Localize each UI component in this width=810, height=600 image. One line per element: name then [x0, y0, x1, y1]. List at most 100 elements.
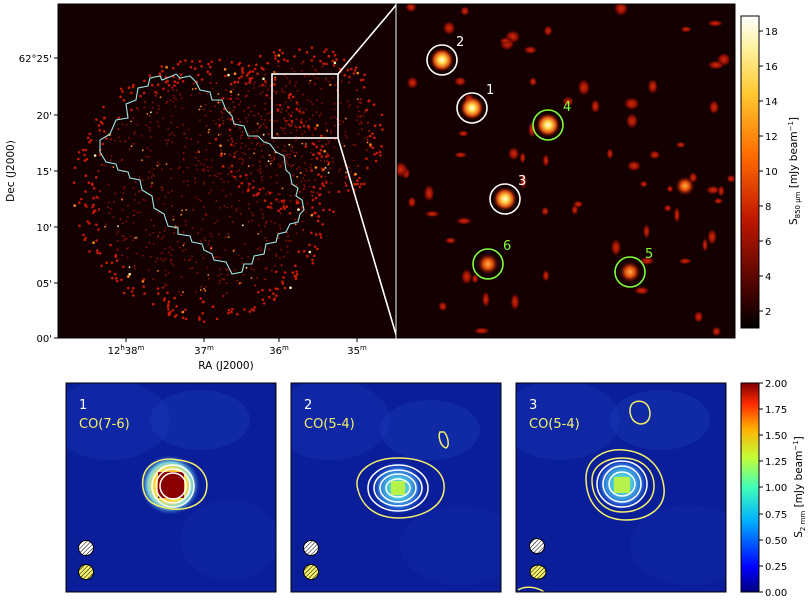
map-noise-speck: [277, 237, 280, 240]
map-noise-speck: [298, 110, 301, 113]
map-noise-speck: [202, 108, 205, 111]
map-noise-speck: [263, 80, 267, 83]
map-noise-speck: [294, 277, 298, 281]
map-noise-speck: [272, 51, 276, 54]
map-noise-speck: [99, 120, 103, 124]
map-noise-speck: [135, 252, 138, 255]
map-noise-speck: [164, 269, 167, 272]
map-noise-speck: [146, 147, 149, 150]
map-noise-speck: [250, 110, 253, 113]
map-noise-speck: [340, 80, 343, 82]
map-noise-speck: [114, 192, 117, 195]
map-noise-speck: [151, 302, 155, 306]
colorbar-tick-label: 16: [765, 62, 778, 73]
map-noise-speck: [165, 163, 168, 166]
map-noise-speck: [237, 185, 241, 188]
map-noise-speck: [165, 139, 168, 142]
map-noise-speck: [174, 225, 177, 228]
map-noise-speck: [295, 270, 298, 273]
map-noise-speck: [358, 101, 361, 104]
map-noise-speck: [232, 88, 235, 91]
map-noise-speck: [194, 196, 197, 199]
map-noise-speck: [235, 207, 238, 210]
map-noise-speck: [241, 142, 243, 145]
map-noise-speck: [303, 130, 306, 133]
map-noise-speck: [147, 126, 150, 129]
map-noise-speck: [303, 184, 306, 186]
map-noise-speck: [95, 195, 98, 199]
map-noise-speck: [204, 286, 207, 288]
map-noise-speck: [275, 174, 278, 177]
map-noise-speck: [290, 150, 292, 152]
map-noise-speck: [163, 229, 166, 232]
map-noise-speck: [151, 184, 153, 187]
map-noise-speck: [243, 308, 246, 311]
map-noise-speck: [284, 132, 286, 135]
map-noise-speck: [108, 270, 112, 273]
map-noise-speck: [122, 235, 125, 237]
map-noise-speck: [137, 202, 140, 204]
map-noise-speck: [326, 128, 328, 131]
map-noise-speck: [311, 258, 314, 262]
map-noise-speck: [157, 161, 159, 164]
map-noise-speck: [121, 158, 124, 161]
zoom-connector-top: [337, 3, 398, 75]
map-noise-speck: [238, 76, 241, 80]
map-noise-speck: [286, 120, 289, 122]
source-marker: [426, 44, 458, 76]
map-noise-speck: [265, 222, 267, 225]
map-noise-speck: [142, 91, 146, 95]
map-noise-speck: [212, 119, 215, 122]
map-noise-speck: [353, 69, 357, 72]
map-noise-speck: [208, 142, 211, 145]
map-noise-speck: [269, 162, 272, 165]
map-noise-speck: [273, 71, 275, 73]
map-noise-speck: [283, 202, 285, 205]
map-noise-speck: [206, 70, 209, 74]
map-noise-speck: [109, 159, 112, 162]
map-noise-speck: [230, 164, 234, 168]
map-noise-speck: [134, 131, 137, 134]
colorbar-tick-label: 12: [765, 132, 778, 143]
map-noise-speck: [181, 107, 184, 109]
map-noise-speck: [324, 179, 327, 182]
map-noise-speck: [211, 305, 215, 309]
map-noise-speck: [233, 106, 236, 108]
map-noise-speck: [224, 236, 227, 239]
map-noise-speck: [375, 151, 379, 155]
map-noise-speck: [165, 274, 167, 277]
map-noise-speck: [240, 146, 242, 149]
map-noise-speck: [326, 152, 328, 155]
map-noise-speck: [349, 103, 351, 106]
map-noise-speck: [142, 285, 145, 288]
map-noise-speck: [240, 257, 243, 259]
map-noise-speck: [280, 108, 283, 110]
map-noise-speck: [125, 247, 128, 250]
map-noise-speck: [309, 151, 312, 154]
map-noise-speck: [132, 142, 135, 145]
map-noise-speck: [197, 232, 200, 235]
map-noise-speck: [360, 102, 363, 105]
map-noise-speck: [92, 203, 95, 207]
map-noise-speck: [117, 128, 120, 131]
map-noise-speck: [273, 78, 277, 81]
zoom-noise-blob: [639, 180, 648, 188]
map-noise-speck: [232, 220, 234, 223]
map-noise-speck: [183, 258, 186, 261]
map-noise-speck: [252, 214, 255, 217]
map-noise-speck: [302, 124, 306, 128]
map-noise-speck: [210, 245, 213, 248]
map-noise-speck: [365, 157, 368, 160]
map-noise-speck: [339, 120, 341, 122]
map-noise-speck: [276, 133, 279, 135]
map-noise-speck: [221, 189, 224, 192]
map-noise-speck: [298, 125, 302, 129]
beam-ellipse: [529, 564, 547, 580]
map-noise-speck: [172, 88, 175, 91]
map-noise-speck: [282, 149, 284, 152]
map-noise-speck: [172, 100, 175, 103]
map-noise-speck: [312, 114, 314, 117]
map-noise-speck: [348, 166, 350, 169]
map-noise-speck: [265, 82, 268, 85]
map-noise-speck: [215, 256, 218, 258]
